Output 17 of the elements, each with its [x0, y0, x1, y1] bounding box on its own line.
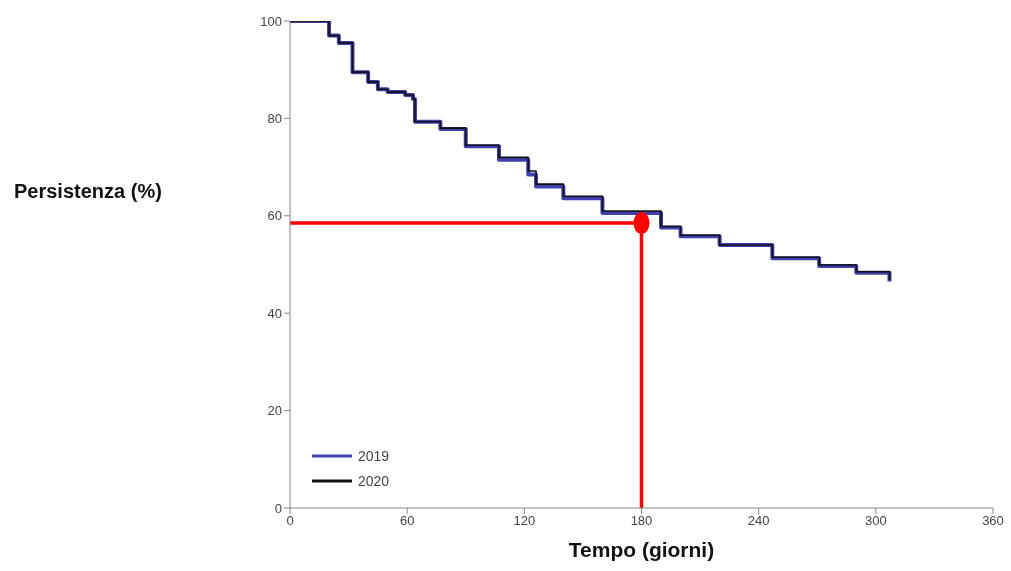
- x-tick-label: 120: [513, 513, 536, 529]
- y-tick-label: 100: [260, 13, 282, 29]
- x-tick-label: 300: [864, 513, 887, 529]
- x-tick-label: 240: [747, 513, 770, 529]
- legend-label: 2019: [358, 447, 390, 464]
- x-tick-label: 360: [982, 513, 1004, 529]
- x-tick-label: 60: [399, 513, 415, 529]
- y-axis-title: Persistenza (%): [14, 180, 162, 203]
- y-tick-label: 60: [267, 208, 282, 224]
- legend-label: 2020: [358, 472, 390, 489]
- x-tick-label: 180: [630, 513, 653, 529]
- y-tick-label: 40: [267, 305, 282, 321]
- y-tick-label: 80: [267, 111, 282, 127]
- x-tick-label: 0: [286, 513, 294, 529]
- y-tick-label: 0: [274, 500, 282, 516]
- x-axis-title: Tempo (giorni): [567, 538, 716, 562]
- y-tick-label: 20: [267, 403, 282, 419]
